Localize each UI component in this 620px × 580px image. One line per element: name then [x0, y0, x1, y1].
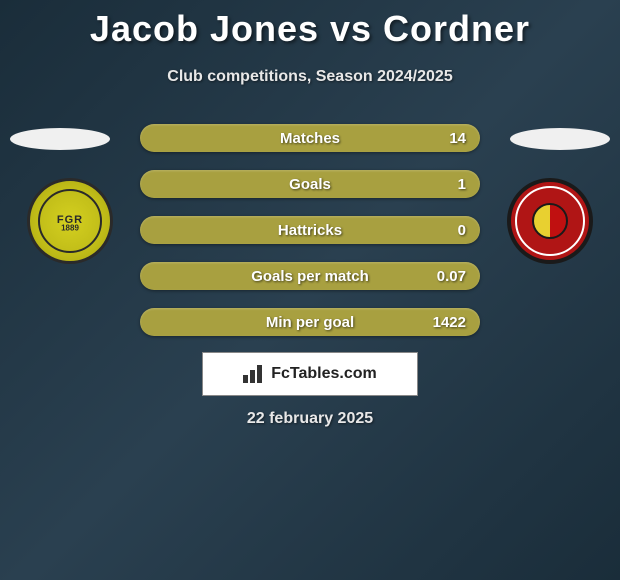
player-silhouette-right — [510, 128, 610, 150]
stat-label: Goals — [289, 176, 331, 193]
stats-container: Matches 14 Goals 1 Hattricks 0 Goals per… — [140, 124, 480, 354]
stat-row-min-per-goal: Min per goal 1422 — [140, 308, 480, 336]
stat-row-goals: Goals 1 — [140, 170, 480, 198]
date-label: 22 february 2025 — [0, 410, 620, 428]
brand-attribution: FcTables.com — [202, 352, 418, 396]
subtitle: Club competitions, Season 2024/2025 — [0, 68, 620, 86]
stat-value: 0 — [458, 222, 466, 239]
club-crest-left: 1889 — [27, 178, 113, 264]
stat-label: Matches — [280, 130, 340, 147]
bar-chart-icon — [243, 365, 265, 383]
brand-text: FcTables.com — [271, 365, 377, 383]
stat-value: 14 — [449, 130, 466, 147]
stat-label: Min per goal — [266, 314, 354, 331]
page-title: Jacob Jones vs Cordner — [0, 0, 620, 50]
stat-value: 1 — [458, 176, 466, 193]
stat-row-hattricks: Hattricks 0 — [140, 216, 480, 244]
stat-row-matches: Matches 14 — [140, 124, 480, 152]
stat-row-goals-per-match: Goals per match 0.07 — [140, 262, 480, 290]
club-crest-right — [507, 178, 593, 264]
stat-value: 0.07 — [437, 268, 466, 285]
stat-label: Hattricks — [278, 222, 342, 239]
stat-label: Goals per match — [251, 268, 369, 285]
crest-year: 1889 — [61, 224, 79, 233]
player-silhouette-left — [10, 128, 110, 150]
stat-value: 1422 — [433, 314, 466, 331]
crest-inner-badge — [532, 203, 568, 239]
